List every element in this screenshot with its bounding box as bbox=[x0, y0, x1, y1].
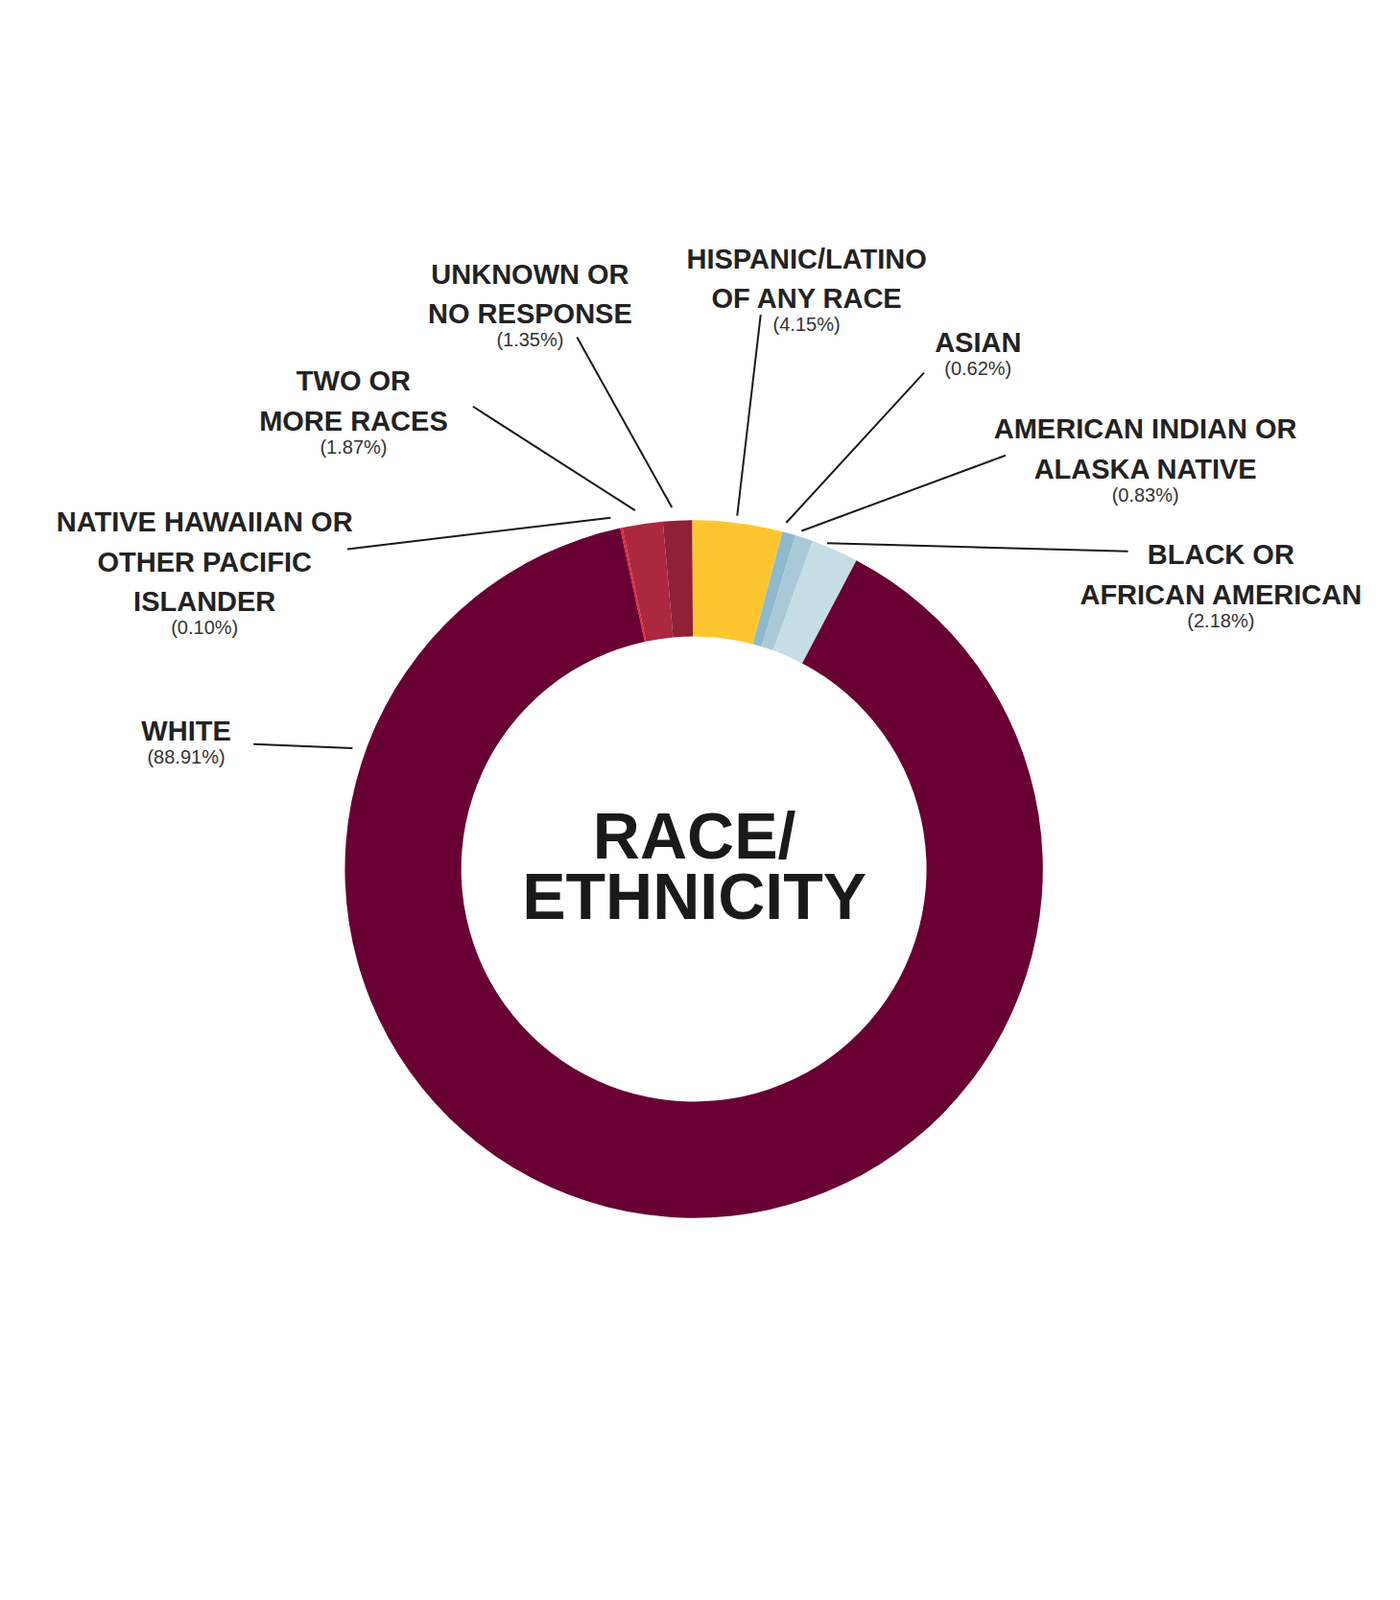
svg-text:(0.10%): (0.10%) bbox=[170, 616, 238, 639]
svg-text:(4.15%): (4.15%) bbox=[773, 313, 841, 335]
svg-text:TWO ORMORE RACES: TWO ORMORE RACES bbox=[259, 365, 449, 436]
svg-text:UNKNOWN ORNO RESPONSE: UNKNOWN ORNO RESPONSE bbox=[427, 259, 633, 330]
svg-text:(2.18%): (2.18%) bbox=[1186, 610, 1255, 632]
svg-text:(0.62%): (0.62%) bbox=[944, 357, 1012, 380]
svg-text:(88.91%): (88.91%) bbox=[146, 746, 225, 768]
svg-text:(1.35%): (1.35%) bbox=[496, 329, 564, 351]
svg-text:RACE/ETHNICITY: RACE/ETHNICITY bbox=[522, 799, 867, 933]
svg-text:AMERICAN INDIAN ORALASKA NATIV: AMERICAN INDIAN ORALASKA NATIVE bbox=[994, 413, 1298, 484]
svg-text:NATIVE HAWAIIAN OROTHER PACIFI: NATIVE HAWAIIAN OROTHER PACIFICISLANDER bbox=[56, 506, 354, 617]
svg-text:BLACK ORAFRICAN AMERICAN: BLACK ORAFRICAN AMERICAN bbox=[1079, 539, 1362, 610]
svg-text:WHITE: WHITE bbox=[141, 715, 231, 747]
svg-text:ASIAN: ASIAN bbox=[934, 327, 1021, 358]
svg-text:(1.87%): (1.87%) bbox=[319, 436, 387, 458]
svg-text:HISPANIC/LATINOOF ANY RACE: HISPANIC/LATINOOF ANY RACE bbox=[686, 243, 926, 314]
svg-text:(0.83%): (0.83%) bbox=[1112, 484, 1180, 506]
